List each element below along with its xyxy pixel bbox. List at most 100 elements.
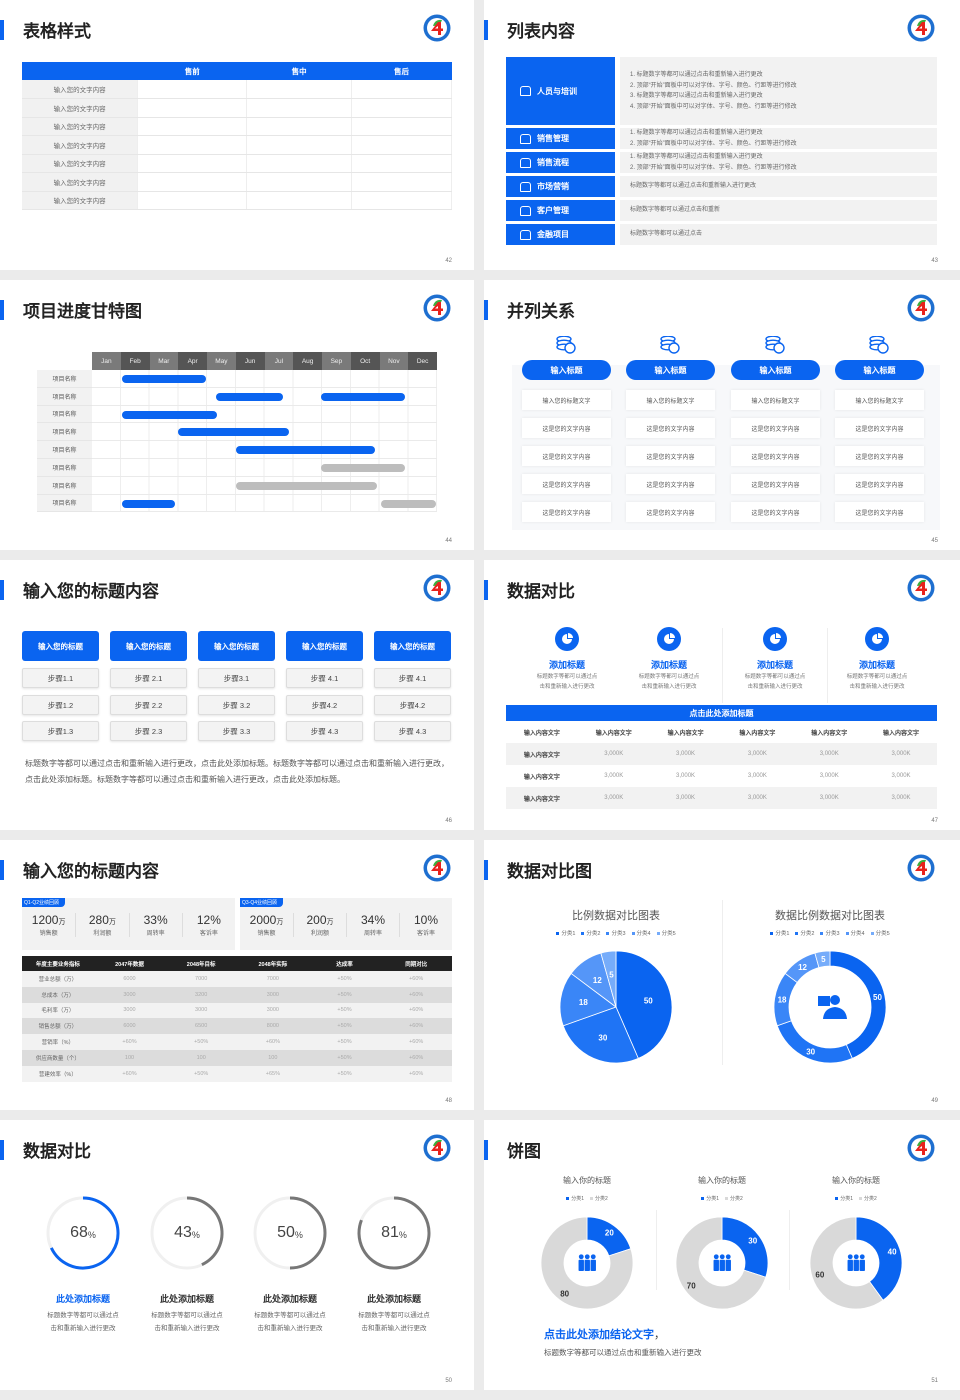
pie-chart-icon bbox=[763, 627, 787, 651]
pie-slice-2 bbox=[776, 1020, 853, 1064]
table-cell: 年度主要业务指标 bbox=[35, 961, 80, 968]
slide-47[interactable]: 数据对比 47 添加标题 标题数字等都可以通过点 击和重新输入进行更改 添加标题 标题数字等… bbox=[484, 560, 960, 830]
table-cell[interactable] bbox=[246, 154, 353, 173]
list-item-2[interactable]: 销售管理 bbox=[506, 128, 615, 149]
table-cell[interactable] bbox=[137, 172, 248, 192]
coins-icon bbox=[556, 336, 576, 354]
step-box: 步骤 4.3 bbox=[286, 721, 363, 741]
row-label: 输入您的文字内容 bbox=[22, 172, 139, 192]
gauge-title: 此处添加标题 bbox=[366, 1294, 421, 1304]
list-item-5[interactable]: 客户管理 bbox=[506, 200, 615, 221]
slide-51[interactable]: 饼图 51 20 80 30 70 40 60 输入你的标题 分类1 分类2 输入你的标题 分类1 分类2… bbox=[484, 1120, 960, 1390]
data-label: 80 bbox=[560, 1290, 569, 1299]
gantt-bar-active[interactable] bbox=[178, 428, 289, 437]
table-cell: 输入内容文字 bbox=[523, 752, 560, 759]
logo-four bbox=[431, 862, 443, 875]
legend-swatch bbox=[590, 1197, 593, 1200]
slide-50[interactable]: 数据对比 50 68% 此处添加标题 标题数字等都可以通过点 击和重新输入进行更改 43% 此… bbox=[0, 1120, 474, 1390]
gantt-bar-pending[interactable] bbox=[380, 499, 436, 508]
column-heading-pill[interactable]: 输入标题 bbox=[522, 360, 611, 380]
data-label: 20 bbox=[605, 1228, 614, 1237]
body bbox=[853, 1259, 859, 1271]
gauge-value: 68% bbox=[53, 1224, 113, 1242]
slide-44[interactable]: 项目进度甘特图 44 Jan Feb Mar Apr May Jun Jul Aug Sep Oct N… bbox=[0, 280, 474, 550]
table-cell[interactable] bbox=[246, 191, 353, 210]
step-column-heading[interactable]: 输入您的标题 bbox=[110, 631, 187, 661]
head bbox=[847, 1254, 853, 1260]
page-number: 47 bbox=[931, 818, 938, 824]
step-column-heading[interactable]: 输入您的标题 bbox=[198, 631, 275, 661]
table-row: 营销率（%） +60% +50% +60% +50% +60% bbox=[22, 1034, 452, 1050]
gantt-bar-active[interactable] bbox=[122, 499, 176, 508]
table-cell: 营建效率（%） bbox=[38, 1071, 77, 1078]
column-heading-pill[interactable]: 输入标题 bbox=[731, 360, 820, 380]
slide-42[interactable]: 表格样式 42 售前 售中 售后 输入您的文字内容 输入您的文字内容 输入您的文字内容 输入您的… bbox=[0, 0, 474, 270]
kpi-panel: Q3-Q4业绩回顾 2000万 销售额 200万 利润额 34% 周转率 10% 客诉率 bbox=[240, 898, 452, 950]
slide-45[interactable]: 并列关系 45 输入标题 输入您的标题文字 这是您的文字内容 这是您的文字内容 这是您的文字… bbox=[484, 280, 960, 550]
table-cell[interactable] bbox=[351, 98, 452, 118]
table-cell[interactable] bbox=[246, 135, 353, 155]
table-cell: 100 bbox=[268, 1054, 278, 1061]
table-cell[interactable] bbox=[137, 135, 248, 155]
chart-legend: 分类1 分类2 bbox=[632, 1195, 812, 1202]
gantt-bar-active[interactable] bbox=[122, 410, 218, 419]
data-label: 30 bbox=[748, 1237, 757, 1246]
gantt-row-label: 项目名称 bbox=[37, 494, 92, 513]
chart-title: 比例数据对比图表 bbox=[572, 910, 660, 922]
table-cell[interactable] bbox=[137, 154, 248, 173]
slide-49[interactable]: 数据对比图 49 比例数据对比图表 分类1 分类2 分类3 分类4 分类5 数据比例数据对比图表… bbox=[484, 840, 960, 1110]
list-item-label: 人员与培训 bbox=[537, 86, 577, 96]
title-accent-bar bbox=[0, 1140, 4, 1160]
list-item-4[interactable]: 市场营销 bbox=[506, 176, 615, 197]
step-column-heading[interactable]: 输入您的标题 bbox=[286, 631, 363, 661]
column-heading-pill[interactable]: 输入标题 bbox=[626, 360, 715, 380]
slide-43[interactable]: 列表内容 43 人员与培训 1. 标题数字等都可以通过点击和重新输入进行更改 2. 顶部… bbox=[484, 0, 960, 270]
list-item-6[interactable]: 金融项目 bbox=[506, 224, 615, 245]
logo-inner bbox=[427, 298, 447, 318]
slide-48[interactable]: 输入您的标题内容 48 Q1-Q2业绩回顾 1200万 销售额 280万 利润额 33% 周转率… bbox=[0, 840, 474, 1110]
list-item-desc-box: 标题数字等都可以通过点击和重新 bbox=[620, 200, 937, 221]
list-item-3[interactable]: 销售流程 bbox=[506, 152, 615, 173]
list-item-desc-box: 1. 标题数字等都可以通过点击和重新输入进行更改 2. 顶部“开始”面板中可以对字… bbox=[620, 128, 937, 149]
slide-46[interactable]: 输入您的标题内容 46 输入您的标题 步骤1.1 步骤1.2 步骤1.3 输入您的标题 步骤 … bbox=[0, 560, 474, 830]
gantt-bar-active[interactable] bbox=[320, 392, 406, 401]
column-heading-pill[interactable]: 输入标题 bbox=[835, 360, 924, 380]
legend-item: 分类1 bbox=[835, 1195, 853, 1202]
table-cell[interactable] bbox=[137, 191, 248, 210]
step-column-heading[interactable]: 输入您的标题 bbox=[22, 631, 99, 661]
kpi-unit: 万 bbox=[108, 919, 116, 926]
gantt-bar-active[interactable] bbox=[122, 375, 206, 383]
table-cell[interactable] bbox=[137, 98, 248, 118]
table-cell[interactable] bbox=[246, 80, 353, 99]
list-item-1[interactable]: 人员与培训 bbox=[506, 57, 615, 125]
column-cell: 这是您的文字内容 bbox=[835, 474, 924, 494]
table-cell[interactable] bbox=[137, 80, 248, 99]
table-cell[interactable] bbox=[351, 172, 452, 192]
table-cell[interactable] bbox=[246, 98, 353, 118]
step-box: 步骤 3.3 bbox=[198, 721, 275, 741]
gauge-number: 81 bbox=[381, 1224, 399, 1241]
table-cell[interactable] bbox=[351, 191, 452, 210]
table-banner: 点击此处添加标题 bbox=[506, 705, 937, 721]
legend-label: 分类2 bbox=[864, 1196, 877, 1202]
gantt-bar-pending[interactable] bbox=[320, 464, 406, 472]
desc-line: 1. 标题数字等都可以通过点击和重新输入进行更改 bbox=[630, 154, 763, 160]
table-cell[interactable] bbox=[351, 135, 452, 155]
table-cell[interactable] bbox=[246, 117, 353, 136]
step-column-heading[interactable]: 输入您的标题 bbox=[374, 631, 451, 661]
column-cell: 这是您的文字内容 bbox=[522, 502, 611, 522]
table-cell[interactable] bbox=[351, 117, 452, 136]
gantt-bar-pending[interactable] bbox=[235, 481, 377, 490]
chart-title: 输入你的标题 bbox=[698, 1176, 746, 1185]
table-cell[interactable] bbox=[351, 80, 452, 99]
table-cell[interactable] bbox=[137, 117, 248, 136]
pie-slice-5 bbox=[814, 950, 831, 969]
gauge-unit: % bbox=[398, 1229, 407, 1240]
table-cell[interactable] bbox=[351, 154, 452, 173]
feature-desc: 击和重新输入进行更改 bbox=[849, 684, 905, 690]
kpi-number: 33% bbox=[143, 913, 168, 927]
table-cell[interactable] bbox=[246, 172, 353, 192]
gantt-bar-active[interactable] bbox=[215, 392, 284, 401]
gantt-bar-active[interactable] bbox=[235, 446, 376, 455]
